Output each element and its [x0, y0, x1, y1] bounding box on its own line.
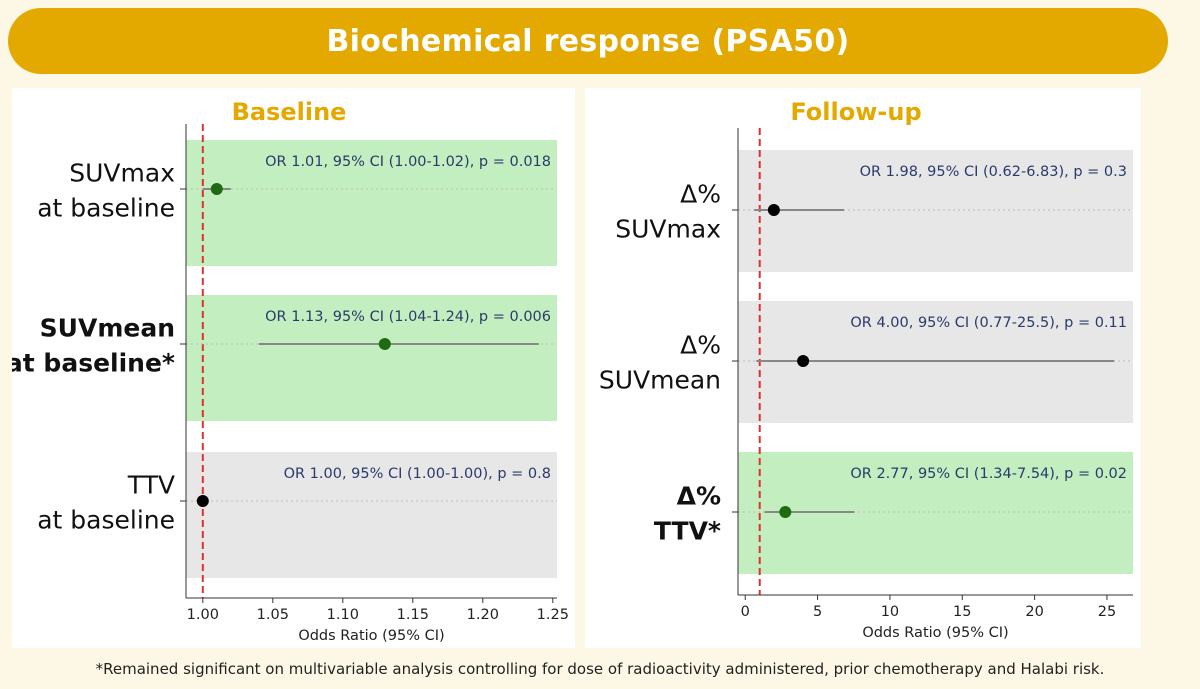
x-axis-label: Odds Ratio (95% CI) — [862, 625, 1008, 641]
row-label: at baseline — [37, 506, 175, 535]
x-tick-label: 0 — [741, 604, 750, 620]
x-tick-label: 25 — [1098, 604, 1116, 620]
row-label: at baseline* — [12, 349, 175, 378]
chart-title: Follow-up — [790, 98, 921, 126]
row-band-3 — [186, 452, 557, 578]
row-label: TTV — [127, 471, 175, 500]
row-band-1 — [186, 140, 557, 266]
row-label: SUVmean — [599, 366, 721, 395]
row-label: SUVmax — [69, 159, 175, 188]
row-label: TTV* — [654, 517, 721, 546]
or-point-1 — [767, 204, 780, 216]
row-label: Δ% — [677, 482, 721, 511]
row-annotation: OR 4.00, 95% CI (0.77-25.5), p = 0.11 — [850, 315, 1127, 331]
row-label: at baseline — [37, 194, 175, 223]
or-point-3 — [196, 495, 209, 507]
row-label: Δ% — [680, 331, 721, 360]
x-tick-label: 1.00 — [187, 607, 219, 623]
row-annotation: OR 1.98, 95% CI (0.62-6.83), p = 0.3 — [860, 164, 1127, 180]
row-annotation: OR 2.77, 95% CI (1.34-7.54), p = 0.02 — [850, 466, 1127, 482]
page-title: Biochemical response (PSA50) — [326, 23, 850, 59]
or-point-1 — [210, 183, 223, 195]
title-banner: Biochemical response (PSA50) — [8, 8, 1168, 74]
x-tick-label: 20 — [1025, 604, 1043, 620]
x-tick-label: 1.10 — [327, 607, 359, 623]
x-tick-label: 15 — [953, 604, 971, 620]
x-tick-label: 10 — [881, 604, 899, 620]
or-point-2 — [797, 355, 810, 367]
footnote: *Remained significant on multivariable a… — [95, 660, 1105, 678]
x-tick-label: 5 — [813, 604, 822, 620]
x-tick-label: 1.25 — [537, 607, 569, 623]
row-annotation: OR 1.00, 95% CI (1.00-1.00), p = 0.8 — [284, 466, 551, 482]
or-point-3 — [779, 506, 792, 518]
x-axis-label: Odds Ratio (95% CI) — [298, 628, 444, 644]
row-annotation: OR 1.13, 95% CI (1.04-1.24), p = 0.006 — [265, 309, 551, 325]
baseline-forest-plot: Baseline OR 1.01, 95% CI (1.00-1.02), p =… — [12, 98, 569, 644]
follow-up-panel: Follow-up OR 1.98, 95% CI (0.62-6.83), p … — [585, 88, 1141, 648]
row-label: SUVmean — [40, 314, 175, 343]
chart-title: Baseline — [232, 98, 347, 126]
row-band-2 — [186, 295, 557, 421]
or-point-2 — [378, 338, 391, 350]
row-annotation: OR 1.01, 95% CI (1.00-1.02), p = 0.018 — [265, 154, 551, 170]
x-tick-label: 1.15 — [397, 607, 429, 623]
x-tick-label: 1.20 — [467, 607, 499, 623]
row-label: SUVmax — [615, 215, 721, 244]
baseline-panel: Baseline OR 1.01, 95% CI (1.00-1.02), p =… — [12, 88, 575, 648]
follow-up-forest-plot: Follow-up OR 1.98, 95% CI (0.62-6.83), p … — [599, 98, 1133, 641]
x-tick-label: 1.05 — [257, 607, 289, 623]
row-label: Δ% — [680, 180, 721, 209]
